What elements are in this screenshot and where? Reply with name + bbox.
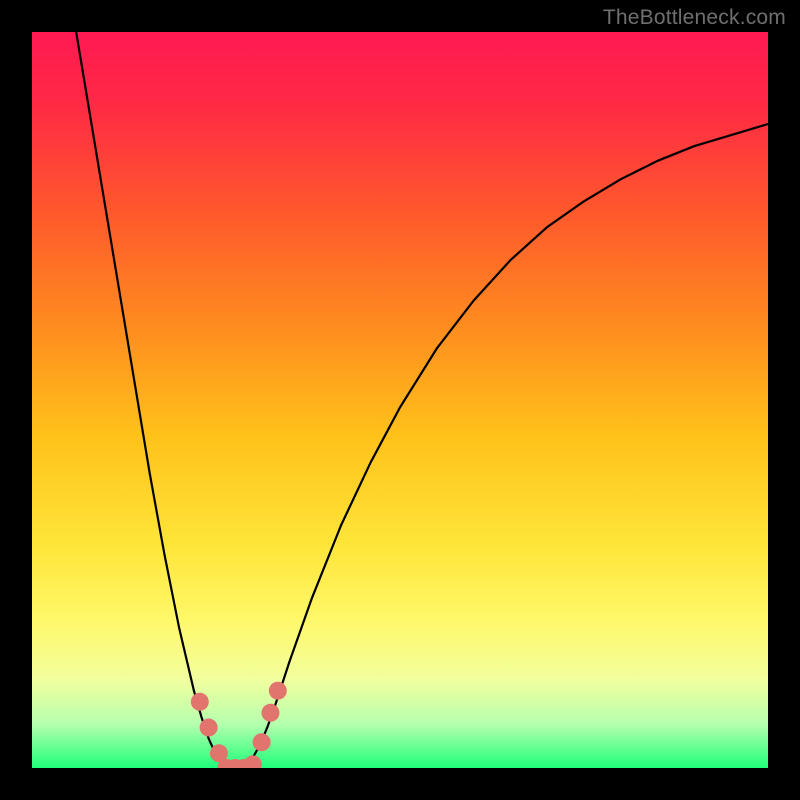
watermark-text: TheBottleneck.com: [603, 6, 786, 30]
data-marker: [200, 719, 218, 737]
data-marker: [269, 682, 287, 700]
frame-left: [0, 0, 32, 800]
frame-right: [768, 0, 800, 800]
data-marker: [253, 733, 271, 751]
data-marker: [261, 704, 279, 722]
frame-bottom: [0, 768, 800, 800]
gradient-background: [32, 32, 768, 768]
data-marker: [191, 693, 209, 711]
bottleneck-curve-chart: [0, 0, 800, 800]
chart-container: TheBottleneck.com: [0, 0, 800, 800]
